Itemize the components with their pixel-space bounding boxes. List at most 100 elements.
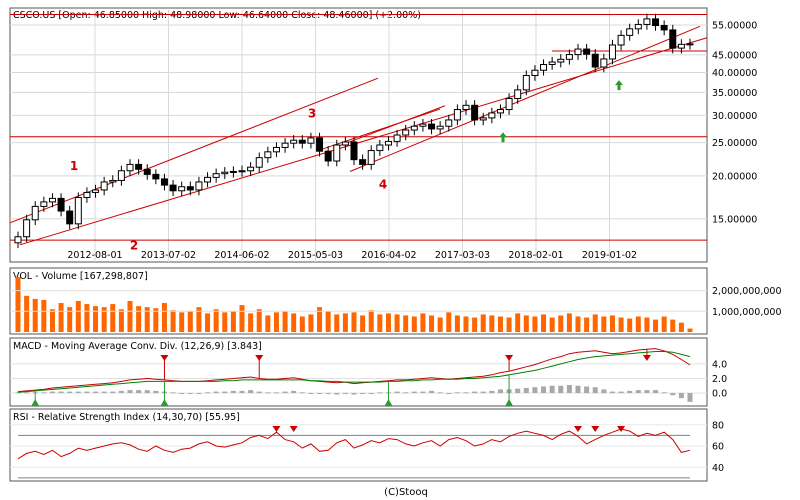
candle-body bbox=[574, 48, 582, 56]
volume-bar bbox=[480, 314, 486, 332]
price-panel-frame bbox=[9, 7, 708, 263]
macd-histogram-bar bbox=[179, 393, 185, 395]
volume-bar bbox=[463, 316, 469, 332]
macd-histogram bbox=[10, 363, 707, 402]
candle-body bbox=[453, 109, 461, 121]
volume-bar bbox=[41, 299, 47, 332]
candle-body bbox=[100, 181, 108, 191]
macd-histogram-bar bbox=[110, 391, 116, 394]
macd-histogram-bar bbox=[609, 391, 615, 394]
volume-bar bbox=[291, 313, 297, 332]
macd-histogram-bar bbox=[41, 392, 47, 394]
candle-body bbox=[488, 112, 496, 119]
volume-bar bbox=[265, 315, 271, 332]
candle-body bbox=[117, 170, 125, 181]
buy-marker-icon bbox=[384, 399, 393, 406]
volume-bar bbox=[541, 314, 547, 332]
x-tick-label: 2012-08-01 bbox=[67, 250, 122, 261]
volume-bar bbox=[49, 309, 55, 332]
volume-bar bbox=[67, 307, 73, 332]
candle-body bbox=[626, 28, 634, 36]
macd-histogram-bar bbox=[653, 390, 659, 394]
volume-bar bbox=[161, 303, 167, 332]
macd-histogram-bar bbox=[299, 392, 305, 394]
macd-histogram-bar bbox=[230, 390, 236, 394]
trend-annotations: 1 2 3 4 bbox=[70, 106, 387, 252]
candle-body bbox=[686, 43, 694, 46]
macd-histogram-bar bbox=[532, 387, 538, 394]
x-tick-label: 2016-04-02 bbox=[361, 250, 416, 261]
macd-histogram-bar bbox=[334, 393, 340, 395]
candle-body bbox=[341, 141, 349, 146]
macd-histogram-bar bbox=[101, 391, 107, 394]
volume-bar bbox=[635, 316, 641, 332]
macd-histogram-bar bbox=[84, 391, 90, 394]
macd-y-tick-label: 0.0 bbox=[712, 389, 727, 400]
candle-body bbox=[143, 168, 151, 175]
macd-histogram-bar bbox=[170, 392, 176, 394]
x-tick-label: 2015-05-03 bbox=[288, 250, 343, 261]
macd-histogram-bar bbox=[239, 390, 245, 394]
candle-body bbox=[583, 48, 591, 55]
rsi-y-ticks: 40 60 80 bbox=[712, 420, 724, 474]
candle-body bbox=[634, 23, 642, 30]
volume-bar bbox=[351, 312, 357, 332]
macd-histogram-bar bbox=[377, 392, 383, 394]
candle-body bbox=[48, 197, 56, 203]
x-tick-label: 2013-07-02 bbox=[141, 250, 196, 261]
macd-histogram-bar bbox=[58, 391, 64, 394]
candle-body bbox=[324, 150, 332, 162]
candle-body bbox=[436, 125, 444, 130]
x-tick-label: 2019-01-02 bbox=[582, 250, 637, 261]
macd-histogram-bar bbox=[394, 391, 400, 394]
candle-body bbox=[238, 170, 246, 173]
macd-histogram-bar bbox=[411, 391, 417, 394]
macd-histogram-bar bbox=[118, 390, 124, 394]
macd-histogram-bar bbox=[222, 391, 228, 394]
sell-marker-icon bbox=[255, 355, 264, 361]
price-panel-title: CSCO.US [Open: 46.85000 High: 48.98000 L… bbox=[13, 10, 421, 21]
macd-histogram-bar bbox=[24, 392, 30, 394]
rsi-y-tick-label: 80 bbox=[712, 420, 724, 431]
volume-bar bbox=[385, 313, 391, 332]
volume-bar bbox=[15, 277, 21, 332]
x-tick-label: 2017-03-03 bbox=[435, 250, 490, 261]
buy-marker-icon bbox=[160, 399, 169, 406]
candle-body bbox=[126, 163, 134, 172]
candle-body bbox=[600, 58, 608, 68]
candle-body bbox=[617, 34, 625, 46]
volume-y-tick-label: 1,000,000,000 bbox=[712, 307, 782, 318]
sell-marker-icon bbox=[617, 426, 626, 432]
buy-marker-icon bbox=[505, 399, 514, 406]
y-tick-label: 35.00000 bbox=[712, 88, 757, 99]
macd-histogram-bar bbox=[136, 390, 142, 394]
volume-bar bbox=[618, 317, 624, 332]
volume-bar bbox=[558, 315, 564, 332]
volume-bar bbox=[170, 310, 176, 332]
volume-bar bbox=[187, 311, 193, 332]
volume-bar bbox=[248, 313, 254, 332]
candle-body bbox=[419, 123, 427, 127]
candle-body bbox=[402, 129, 410, 136]
candle-body bbox=[565, 54, 573, 60]
candle-body bbox=[160, 178, 168, 186]
volume-bar bbox=[213, 309, 219, 332]
macd-series-line bbox=[17, 348, 691, 393]
macd-histogram-bar bbox=[213, 391, 219, 394]
volume-bar bbox=[144, 307, 150, 332]
volume-bar bbox=[58, 303, 64, 332]
volume-bar bbox=[230, 311, 236, 332]
price-candles bbox=[14, 13, 694, 249]
volume-bar bbox=[75, 300, 81, 332]
macd-histogram-bar bbox=[627, 390, 633, 394]
volume-bar bbox=[592, 314, 598, 332]
volume-bar bbox=[32, 298, 38, 332]
macd-histogram-bar bbox=[454, 392, 460, 394]
volume-bar bbox=[515, 313, 521, 332]
candle-body bbox=[522, 74, 530, 91]
trend-lines bbox=[9, 14, 708, 246]
price-x-ticks: 2012-08-01 2013-07-02 2014-06-02 2015-05-03… bbox=[67, 250, 637, 261]
volume-bar bbox=[670, 319, 676, 332]
volume-bar bbox=[584, 317, 590, 332]
